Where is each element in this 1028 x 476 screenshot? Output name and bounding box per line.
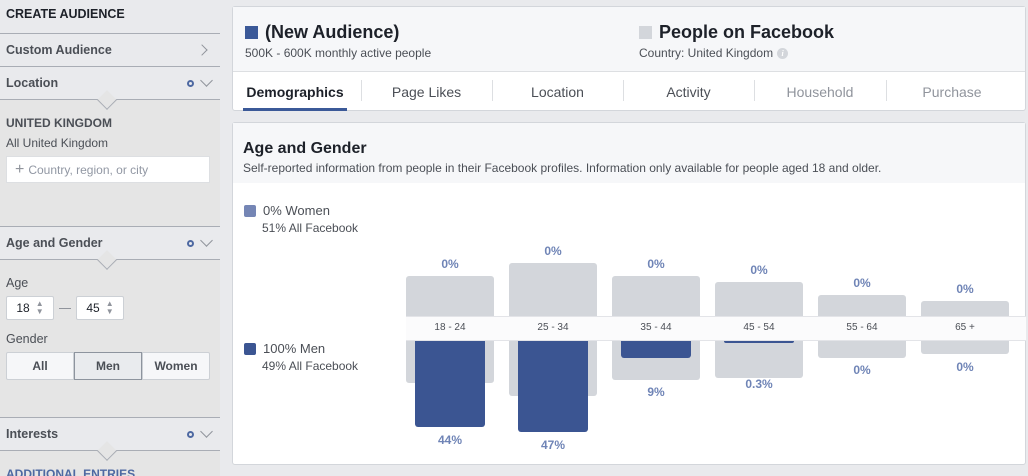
- comparison-color-swatch: [639, 26, 652, 39]
- age-range-label: 18 - 24: [434, 322, 466, 333]
- location-input[interactable]: + Country, region, or city: [6, 156, 210, 183]
- selected-audience: (New Audience) 500K - 600K monthly activ…: [245, 22, 431, 60]
- audience-title: (New Audience): [265, 22, 400, 42]
- info-icon[interactable]: i: [777, 47, 789, 59]
- baseline-women-bar[interactable]: [509, 263, 597, 316]
- age-range-dash: [59, 307, 71, 309]
- location-input-placeholder: Country, region, or city: [28, 162, 149, 177]
- men-bar[interactable]: [415, 341, 485, 427]
- chevron-down-icon[interactable]: [200, 425, 213, 438]
- chevron-down-icon[interactable]: [200, 234, 213, 247]
- gender-men-button[interactable]: Men: [74, 352, 142, 380]
- women-pct-label: 0%: [544, 244, 562, 258]
- location-label: Location: [6, 76, 59, 90]
- women-pct-label: 0%: [750, 263, 768, 277]
- baseline-women-bar[interactable]: [612, 276, 700, 316]
- comparison-audience: People on Facebook Country: United Kingd…: [639, 22, 834, 60]
- men-bar[interactable]: [621, 341, 691, 358]
- women-legend-sub: 51% All Facebook: [262, 221, 359, 235]
- location-row[interactable]: Location: [0, 67, 220, 110]
- age-range-label: 35 - 44: [640, 322, 672, 333]
- comparison-subtitle: Country: United Kingdom: [639, 46, 774, 60]
- women-pct-label: 0%: [853, 276, 871, 290]
- location-country-heading: UNITED KINGDOM: [6, 116, 112, 130]
- comparison-title: People on Facebook: [659, 22, 835, 42]
- baseline-women-bar[interactable]: [406, 276, 494, 316]
- audience-size: 500K - 600K monthly active people: [245, 46, 432, 60]
- active-filter-dot-icon: [187, 239, 194, 247]
- gender-all-button[interactable]: All: [6, 352, 74, 380]
- legend-men: 100% Men 49% All Facebook: [244, 341, 358, 373]
- location-section: UNITED KINGDOM All United Kingdom + Coun…: [0, 100, 220, 227]
- gender-label: Gender: [6, 332, 48, 346]
- baseline-women-bar[interactable]: [715, 282, 803, 316]
- baseline-men-bar[interactable]: [818, 341, 906, 358]
- age-label: Age: [6, 276, 29, 290]
- men-bar[interactable]: [724, 341, 794, 343]
- baseline-men-bar[interactable]: [715, 341, 803, 378]
- chevron-down-icon[interactable]: [200, 74, 213, 87]
- legend-women: 0% Women 51% All Facebook: [244, 203, 358, 235]
- age-max-value: 45: [86, 301, 100, 315]
- section-description: Self-reported information from people in…: [243, 161, 882, 175]
- age-gender-chart: 0% 18 - 24 44% 0% 25 - 34 47% 0% 35 - 44…: [406, 123, 1026, 466]
- men-legend-label: 100% Men: [263, 341, 326, 356]
- men-swatch: [244, 342, 256, 355]
- tab-location[interactable]: Location: [492, 72, 623, 111]
- men-pct-label: 9%: [647, 385, 665, 399]
- audience-header-card: (New Audience) 500K - 600K monthly activ…: [232, 6, 1026, 111]
- women-pct-label: 0%: [441, 257, 459, 271]
- age-range-label: 55 - 64: [846, 322, 878, 333]
- baseline-women-bar[interactable]: [818, 295, 906, 316]
- age-gender-row[interactable]: Age and Gender: [0, 227, 220, 270]
- men-pct-label: 0%: [956, 360, 974, 374]
- up-down-arrows-icon: ▲ ▼: [35, 299, 44, 316]
- men-pct-label: 44%: [437, 433, 463, 447]
- chevron-right-icon: [196, 44, 208, 56]
- gender-women-button[interactable]: Women: [142, 352, 210, 380]
- custom-audience-row[interactable]: Custom Audience: [0, 34, 220, 67]
- age-gender-label: Age and Gender: [6, 236, 103, 250]
- age-range-label: 25 - 34: [537, 322, 569, 333]
- active-filter-dot-icon: [187, 430, 194, 438]
- women-swatch: [244, 204, 256, 217]
- women-pct-label: 0%: [647, 257, 665, 271]
- section-title: Age and Gender: [243, 140, 367, 157]
- men-pct-label: 0%: [853, 363, 871, 377]
- men-pct-label: 0.3%: [745, 377, 773, 391]
- baseline-men-bar[interactable]: [921, 341, 1009, 354]
- age-gender-card: Age and Gender Self-reported information…: [232, 122, 1026, 465]
- additional-entries-heading: ADDITIONAL ENTRIES: [6, 467, 136, 476]
- tab-page-likes[interactable]: Page Likes: [361, 72, 492, 111]
- up-down-arrows-icon: ▲ ▼: [105, 299, 114, 316]
- custom-audience-label: Custom Audience: [6, 43, 112, 57]
- age-axis-strip: [406, 316, 1026, 341]
- insights-tabs: Demographics Page Likes Location Activit…: [233, 72, 1025, 111]
- active-filter-dot-icon: [187, 79, 194, 87]
- age-range-label: 45 - 54: [743, 322, 775, 333]
- location-country-sub[interactable]: All United Kingdom: [6, 136, 109, 150]
- plus-icon: +: [15, 160, 25, 178]
- sidebar-title: CREATE AUDIENCE: [0, 0, 220, 34]
- age-gender-section: Age 18 ▲ ▼ 45 ▲ ▼ Gender All Men Women: [0, 260, 220, 418]
- tab-demographics[interactable]: Demographics: [243, 72, 347, 111]
- baseline-women-bar[interactable]: [921, 301, 1009, 316]
- age-min-value: 18: [16, 301, 30, 315]
- women-pct-label: 0%: [956, 282, 974, 296]
- tab-household[interactable]: Household: [754, 72, 886, 111]
- interests-row[interactable]: Interests: [0, 418, 220, 461]
- men-bar[interactable]: [518, 341, 588, 432]
- tab-activity[interactable]: Activity: [623, 72, 754, 111]
- men-legend-sub: 49% All Facebook: [262, 359, 359, 373]
- age-max-select[interactable]: 45 ▲ ▼: [76, 296, 124, 320]
- women-legend-label: 0% Women: [263, 203, 330, 218]
- audience-sidebar: CREATE AUDIENCE Custom Audience Location…: [0, 0, 220, 476]
- men-pct-label: 47%: [540, 438, 566, 452]
- age-min-select[interactable]: 18 ▲ ▼: [6, 296, 54, 320]
- interests-label: Interests: [6, 427, 59, 441]
- gender-segmented-control: All Men Women: [6, 352, 210, 380]
- audience-color-swatch: [245, 26, 258, 39]
- tab-purchase[interactable]: Purchase: [886, 72, 1018, 111]
- age-range-label: 65 +: [955, 322, 975, 333]
